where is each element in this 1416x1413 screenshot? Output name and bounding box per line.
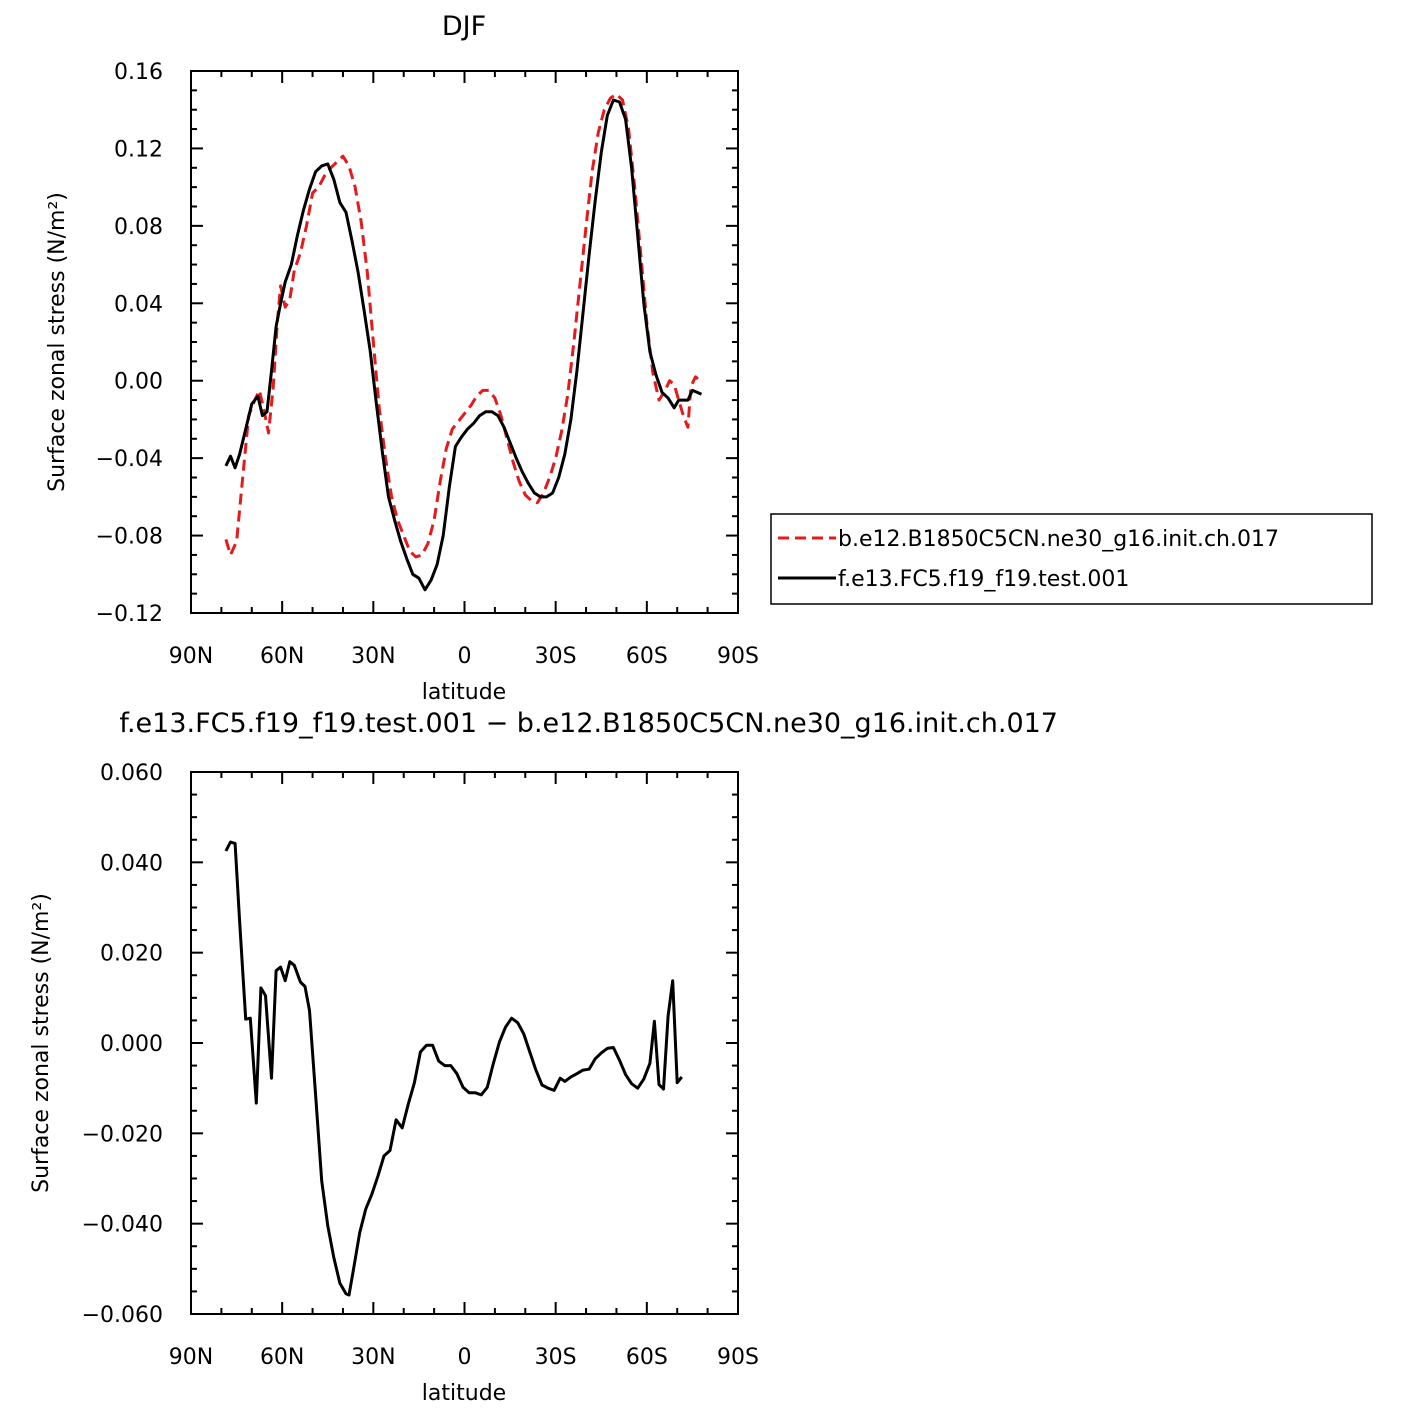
bottom-x-tick-label: 90S <box>717 1345 759 1370</box>
top-x-tick-label: 0 <box>458 644 472 669</box>
bottom-y-tick-label: −0.040 <box>82 1213 163 1238</box>
bottom-chart-ylabel: Surface zonal stress (N/m²) <box>29 893 54 1193</box>
top-y-tick-label: 0.00 <box>114 370 163 395</box>
legend-label-series-1: b.e12.B1850C5CN.ne30_g16.init.ch.017 <box>838 527 1279 552</box>
top-y-tick-label: 0.16 <box>114 60 163 85</box>
legend-label-series-2: f.e13.FC5.f19_f19.test.001 <box>838 567 1129 592</box>
legend-box <box>770 513 1373 605</box>
top-y-tick-label: 0.08 <box>114 215 163 240</box>
bottom-x-tick-label: 90N <box>169 1345 213 1370</box>
top-chart-title: DJF <box>442 11 486 42</box>
legend: b.e12.B1850C5CN.ne30_g16.init.ch.017 f.e… <box>770 513 1373 605</box>
top-x-tick-label: 30N <box>351 644 395 669</box>
bottom-y-tick-label: 0.040 <box>100 851 163 876</box>
top-x-tick-label: 60S <box>626 644 668 669</box>
bottom-y-tick-label: −0.020 <box>82 1122 163 1147</box>
top-y-tick-label: −0.04 <box>96 447 163 472</box>
top-y-tick-label: 0.04 <box>114 292 163 317</box>
top-series-line-1 <box>224 92 701 559</box>
bottom-x-tick-label: 30S <box>535 1345 577 1370</box>
bottom-x-tick-label: 30N <box>351 1345 395 1370</box>
top-x-tick-label: 30S <box>535 644 577 669</box>
bottom-y-tick-label: 0.000 <box>100 1032 163 1057</box>
top-x-tick-label: 90S <box>717 644 759 669</box>
bottom-x-tick-label: 60N <box>260 1345 304 1370</box>
bottom-chart-xlabel: latitude <box>422 1381 506 1406</box>
top-chart-ylabel: Surface zonal stress (N/m²) <box>45 192 70 492</box>
top-chart-xlabel: latitude <box>422 680 506 705</box>
top-series-line-2 <box>224 98 703 592</box>
top-y-tick-label: 0.12 <box>114 137 163 162</box>
top-y-tick-label: −0.08 <box>96 525 163 550</box>
bottom-y-tick-label: −0.060 <box>82 1303 163 1328</box>
bottom-chart-title: f.e13.FC5.f19_f19.test.001 − b.e12.B1850… <box>119 708 1058 739</box>
bottom-y-tick-label: 0.020 <box>100 942 163 967</box>
bottom-y-tick-label: 0.060 <box>100 761 163 786</box>
top-x-tick-label: 90N <box>169 644 213 669</box>
bottom-series-line-1 <box>224 840 683 1297</box>
bottom-x-tick-label: 60S <box>626 1345 668 1370</box>
bottom-x-tick-label: 0 <box>458 1345 472 1370</box>
top-x-tick-label: 60N <box>260 644 304 669</box>
top-y-tick-label: −0.12 <box>96 602 163 627</box>
